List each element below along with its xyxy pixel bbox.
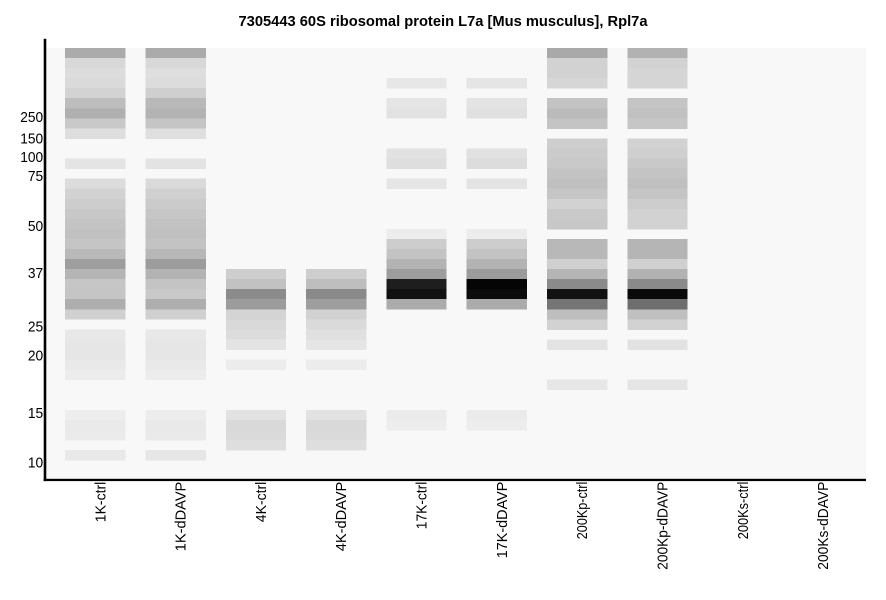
svg-text:17K-ctrl: 17K-ctrl [415,482,431,530]
svg-text:200Kp-dDAVP: 200Kp-dDAVP [656,482,672,570]
svg-text:25: 25 [28,320,43,336]
svg-text:250: 250 [20,110,43,126]
svg-text:20: 20 [28,348,43,364]
svg-text:1K-ctrl: 1K-ctrl [93,482,109,523]
svg-text:75: 75 [28,169,43,185]
svg-text:100: 100 [20,150,43,166]
svg-text:1K-dDAVP: 1K-dDAVP [174,482,190,552]
svg-text:200Ks-ctrl: 200Ks-ctrl [736,482,752,540]
svg-text:37: 37 [28,266,43,282]
svg-text:15: 15 [28,406,43,422]
svg-text:10: 10 [28,456,43,472]
svg-text:200Kp-ctrl: 200Kp-ctrl [575,482,591,540]
svg-text:150: 150 [20,131,43,147]
svg-text:4K-ctrl: 4K-ctrl [254,482,270,523]
svg-text:4K-dDAVP: 4K-dDAVP [334,482,350,552]
svg-text:7305443 60S ribosomal protein: 7305443 60S ribosomal protein L7a [Mus m… [239,13,649,30]
svg-text:17K-dDAVP: 17K-dDAVP [495,482,511,559]
svg-text:50: 50 [28,219,43,235]
svg-text:200Ks-dDAVP: 200Ks-dDAVP [816,482,832,570]
